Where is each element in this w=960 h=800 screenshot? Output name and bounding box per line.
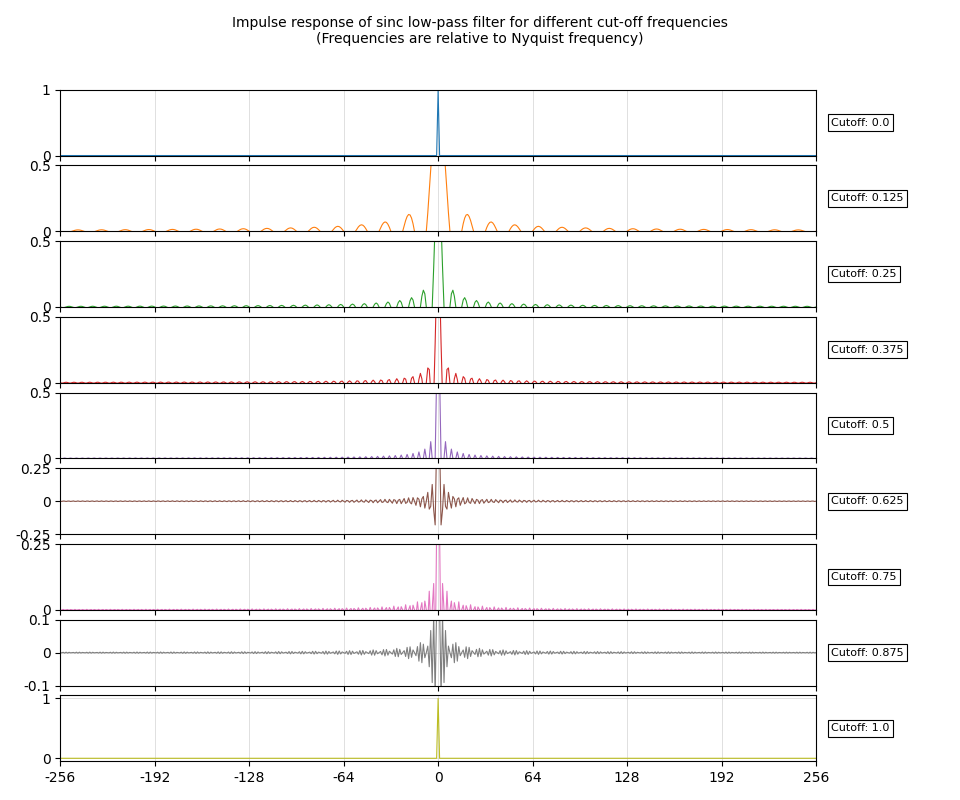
- Text: Cutoff: 0.625: Cutoff: 0.625: [831, 496, 903, 506]
- Text: Cutoff: 0.375: Cutoff: 0.375: [831, 345, 903, 354]
- Text: Cutoff: 0.75: Cutoff: 0.75: [831, 572, 897, 582]
- Text: Cutoff: 0.125: Cutoff: 0.125: [831, 194, 903, 203]
- Text: Cutoff: 1.0: Cutoff: 1.0: [831, 723, 890, 734]
- Text: Impulse response of sinc low-pass filter for different cut-off frequencies
(Freq: Impulse response of sinc low-pass filter…: [232, 16, 728, 46]
- Text: Cutoff: 0.0: Cutoff: 0.0: [831, 118, 890, 128]
- Text: Cutoff: 0.5: Cutoff: 0.5: [831, 421, 890, 430]
- Text: Cutoff: 0.875: Cutoff: 0.875: [831, 648, 903, 658]
- Text: Cutoff: 0.25: Cutoff: 0.25: [831, 269, 897, 279]
